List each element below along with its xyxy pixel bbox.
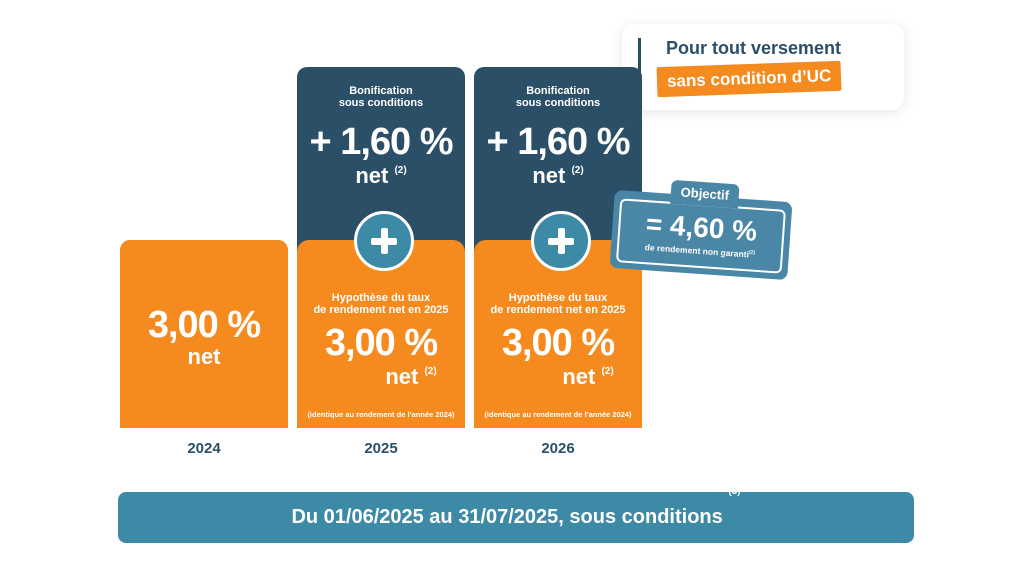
objective-footnote: (2) [748, 249, 756, 256]
hypothesis-title-2026: Hypothèse du taux de rendement net en 20… [474, 292, 642, 316]
hypothesis-net-label: net [562, 364, 596, 389]
bonus-net-2026: net (2) [474, 163, 642, 189]
plus-icon [354, 211, 414, 271]
hypothesis-value-2025: 3,00 % [324, 322, 438, 364]
identical-note-2026: (identique au rendement de l’année 2024) [484, 410, 632, 419]
header-highlight: sans condition d’UC [656, 60, 842, 98]
hypothesis-footnote: (2) [424, 366, 437, 377]
hypothesis-net-2025: net (2) [327, 364, 495, 390]
bonus-value-2026: + 1,60 % [486, 121, 630, 163]
hypothesis-title-line2: de rendement net en 2025 [313, 304, 449, 316]
hypothesis-value-2026: 3,00 % [501, 322, 615, 364]
footer-footnote: (3) [728, 486, 741, 497]
header-title: Pour tout versement [666, 38, 842, 58]
net-label-2024: net [187, 344, 221, 369]
bonus-title-line2: sous conditions [338, 97, 424, 109]
hypothesis-footnote: (2) [601, 366, 614, 377]
objective-label: Objectif [670, 179, 740, 209]
identical-note-2025: (identique au rendement de l’année 2024) [307, 410, 455, 419]
footer-banner: Du 01/06/2025 au 31/07/2025, sous condit… [118, 486, 914, 543]
year-label-2025: 2025 [364, 440, 398, 457]
bonus-net-label: net [532, 163, 566, 188]
year-label-2026: 2026 [541, 440, 575, 457]
hypothesis-net-2026: net (2) [504, 364, 672, 390]
plus-icon [531, 211, 591, 271]
bonus-title-2025: Bonification sous conditions [297, 85, 465, 109]
header-accent-bar [638, 38, 641, 80]
bonus-net-label: net [355, 163, 389, 188]
hypothesis-title-line1: Hypothèse du taux [508, 292, 608, 304]
hypothesis-box-2025: Hypothèse du taux de rendement net en 20… [297, 240, 465, 428]
bonus-title-2026: Bonification sous conditions [474, 85, 642, 109]
objective-badge: Objectif = 4,60 % de rendement non garan… [609, 179, 793, 281]
bonus-footnote: (2) [394, 165, 407, 176]
bonus-footnote: (2) [571, 165, 584, 176]
bonus-net-2025: net (2) [297, 163, 465, 189]
bonus-title-line1: Bonification [349, 85, 413, 97]
bonus-title-line2: sous conditions [515, 97, 601, 109]
bonus-value-2025: + 1,60 % [309, 121, 453, 163]
year-label-2024: 2024 [187, 440, 221, 457]
hypothesis-net-label: net [385, 364, 419, 389]
footer-text: Du 01/06/2025 au 31/07/2025, sous condit… [291, 506, 723, 528]
header-callout: Pour tout versement sans condition d’UC [622, 24, 904, 110]
rate-2024: 3,00 % [147, 304, 261, 346]
column-2024: 3,00 % net [120, 240, 288, 428]
hypothesis-title-2025: Hypothèse du taux de rendement net en 20… [297, 292, 465, 316]
hypothesis-title-line2: de rendement net en 2025 [490, 304, 626, 316]
hypothesis-title-line1: Hypothèse du taux [331, 292, 431, 304]
hypothesis-box-2026: Hypothèse du taux de rendement net en 20… [474, 240, 642, 428]
bonus-title-line1: Bonification [526, 85, 590, 97]
